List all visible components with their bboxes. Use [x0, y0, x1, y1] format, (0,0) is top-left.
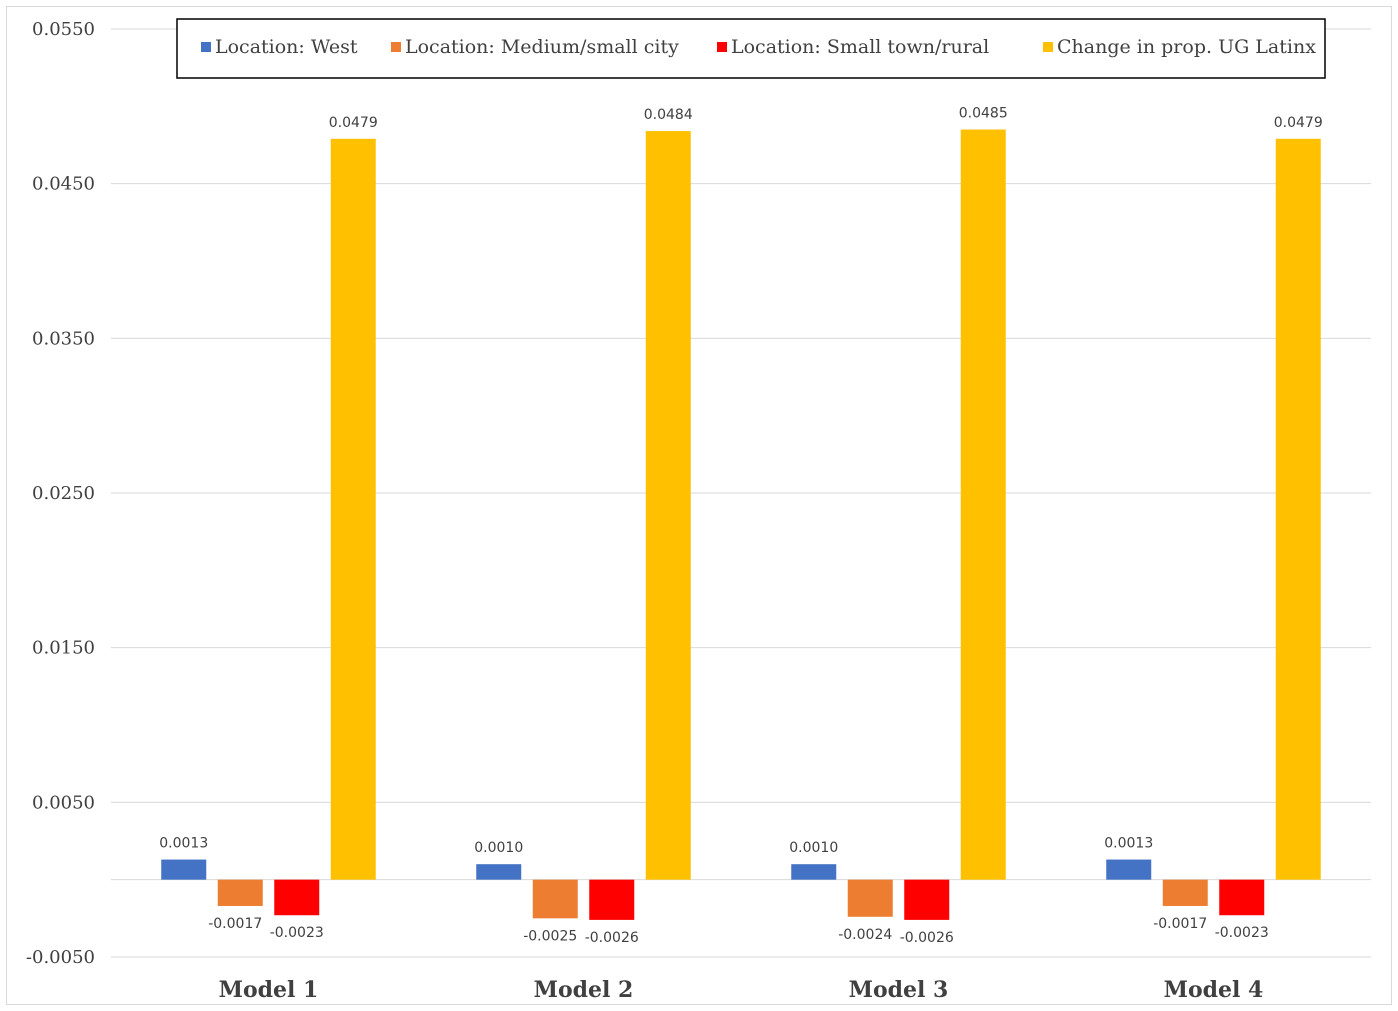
x-axis-tick-labels: Model 1 Model 2 Model 3 Model 4	[219, 977, 1264, 1003]
legend-label: Location: Small town/rural	[731, 36, 989, 58]
data-label: 0.0484	[644, 107, 693, 123]
data-label: 0.0013	[1104, 836, 1153, 852]
bar-change-in-prop-ug-latinx	[645, 131, 691, 880]
data-label: -0.0026	[585, 930, 639, 946]
bar-location-west	[161, 859, 207, 880]
bar-change-in-prop-ug-latinx	[1275, 138, 1321, 880]
data-label: -0.0017	[208, 916, 262, 932]
chart-frame: -0.0050 0.0050 0.0150 0.0250 0.0350 0.0450 0.0…	[6, 6, 1392, 1005]
bar-location-small-town-rural	[904, 879, 950, 920]
legend-swatch-change-in-prop-ug-latinx	[1043, 42, 1053, 52]
bars	[161, 129, 1321, 920]
data-label: 0.0479	[329, 115, 378, 131]
y-tick-label: 0.0450	[32, 174, 95, 195]
data-label: -0.0023	[1215, 925, 1269, 941]
x-tick-label: Model 1	[219, 977, 319, 1003]
data-label: 0.0010	[474, 840, 523, 856]
data-label: 0.0479	[1274, 115, 1323, 131]
legend: Location: West Location: Medium/small cit…	[176, 18, 1326, 79]
y-tick-label: 0.0350	[32, 328, 95, 349]
y-tick-label: 0.0550	[32, 19, 95, 40]
bar-chart: -0.0050 0.0050 0.0150 0.0250 0.0350 0.0450 0.0…	[26, 18, 1371, 1003]
legend-box	[176, 18, 1326, 79]
bar-location-medium-small-city	[532, 879, 578, 919]
data-label: 0.0010	[789, 840, 838, 856]
bar-change-in-prop-ug-latinx	[330, 138, 376, 880]
data-label: -0.0017	[1153, 916, 1207, 932]
legend-swatch-location-west	[201, 42, 211, 52]
data-label: -0.0023	[270, 925, 324, 941]
bar-location-small-town-rural	[274, 879, 320, 916]
legend-swatch-location-medium-small-city	[391, 42, 401, 52]
y-tick-label: 0.0150	[32, 638, 95, 659]
data-label: 0.0013	[159, 836, 208, 852]
x-tick-label: Model 3	[849, 977, 949, 1003]
bar-location-medium-small-city	[217, 879, 263, 906]
legend-label: Location: West	[215, 36, 358, 58]
legend-label: Change in prop. UG Latinx	[1057, 36, 1316, 58]
bar-location-west	[1106, 859, 1152, 880]
bar-location-west	[791, 864, 837, 880]
legend-label: Location: Medium/small city	[405, 36, 679, 58]
gridlines	[111, 28, 1371, 958]
data-label: -0.0026	[900, 930, 954, 946]
data-label: -0.0025	[523, 928, 577, 944]
y-tick-label: -0.0050	[26, 947, 95, 968]
data-label: 0.0485	[959, 106, 1008, 122]
x-tick-label: Model 2	[534, 977, 634, 1003]
bar-location-west	[476, 864, 522, 880]
bar-location-small-town-rural	[1219, 879, 1265, 916]
y-axis-tick-labels: -0.0050 0.0050 0.0150 0.0250 0.0350 0.0450 0.0…	[26, 19, 95, 968]
bar-location-small-town-rural	[589, 879, 635, 920]
bar-location-medium-small-city	[847, 879, 893, 917]
data-label: -0.0024	[838, 927, 892, 943]
bar-change-in-prop-ug-latinx	[960, 129, 1006, 880]
y-tick-label: 0.0050	[32, 792, 95, 813]
bar-location-medium-small-city	[1162, 879, 1208, 906]
y-tick-label: 0.0250	[32, 483, 95, 504]
legend-swatch-location-small-town-rural	[717, 42, 727, 52]
data-labels: 0.0013-0.0017-0.00230.04790.0010-0.0025-…	[159, 106, 1323, 946]
x-tick-label: Model 4	[1164, 977, 1264, 1003]
